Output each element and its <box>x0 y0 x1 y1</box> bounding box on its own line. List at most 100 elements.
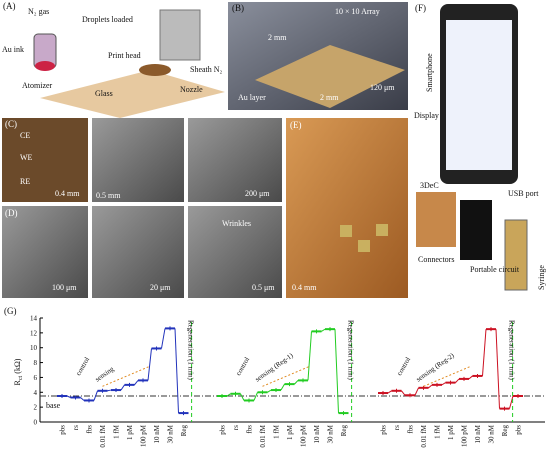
sensing-arrow <box>262 365 310 387</box>
scale-label: 100 μm <box>52 283 77 292</box>
scale-label: 200 μm <box>245 189 270 198</box>
label: Au layer <box>238 93 266 102</box>
x-tick-label: pbs <box>515 425 523 435</box>
label: USB port <box>508 189 539 198</box>
photo <box>2 206 88 298</box>
y-tick-label: 12 <box>30 329 38 337</box>
label: Nozzle <box>180 85 203 94</box>
panel-f: (F) Smartphone Display 3DeC USB port Con… <box>412 2 548 298</box>
y-tick-label: 2 <box>34 404 38 412</box>
step-riser <box>428 384 433 389</box>
scale-label: 20 μm <box>150 283 171 292</box>
step-riser <box>321 328 326 332</box>
step-riser <box>134 380 139 386</box>
panel-a: (A) N₂ gas Droplets loaded Au ink Atomiz… <box>2 1 225 118</box>
x-tick-label: 30 nM <box>488 424 496 443</box>
label: Glass <box>95 89 113 98</box>
label: Display <box>414 111 439 120</box>
label: Connectors <box>418 255 454 264</box>
y-tick-label: 10 <box>30 344 38 352</box>
panel-label: (E) <box>290 120 302 130</box>
au-ink <box>35 61 55 71</box>
x-tick-label: 1 pM <box>447 424 455 440</box>
label: 2 mm <box>268 33 287 42</box>
step-riser <box>455 378 460 383</box>
photo <box>2 118 88 202</box>
label: Smartphone <box>425 53 434 92</box>
y-tick-label: 6 <box>34 374 38 382</box>
x-tick-label: fbs <box>407 425 415 434</box>
x-tick-label: 0.01 fM <box>99 424 107 447</box>
step-riser <box>509 395 514 409</box>
step-riser <box>468 375 473 380</box>
x-tick-label: 1 pM <box>286 424 294 440</box>
x-tick-label: rs <box>72 425 80 430</box>
label: 120 μm <box>370 83 395 92</box>
scale-label: 0.5 mm <box>96 191 121 200</box>
label: Syringe <box>537 265 546 290</box>
step-riser <box>401 390 406 396</box>
x-tick-label: 100 pM <box>300 424 308 447</box>
panel-label: (B) <box>232 3 244 13</box>
x-tick-label: 1 fM <box>273 424 281 439</box>
y-tick-label: 4 <box>34 389 38 397</box>
x-tick-label: pbs <box>59 425 67 435</box>
x-tick-label: 10 nM <box>313 424 321 443</box>
panel-e: (E) 0.4 mm <box>286 118 408 298</box>
step-riser <box>120 384 125 391</box>
sensing-label: sensing <box>94 365 116 384</box>
x-tick-label: 10 nM <box>474 424 482 443</box>
pad <box>358 240 370 252</box>
x-tick-label: 100 pM <box>461 424 469 447</box>
panel-b: (B) 10 × 10 Array 2 mm 2 mm Au layer 120… <box>228 2 408 110</box>
step-riser <box>495 329 500 409</box>
x-tick-label: 10 nM <box>153 424 161 443</box>
regeneration-label: Regeneration (1 min) <box>187 320 195 381</box>
step-riser <box>414 387 419 396</box>
step-riser <box>280 383 285 391</box>
label: N₂ gas <box>28 7 49 16</box>
x-tick-label: 0.01 fM <box>420 424 428 447</box>
label: Atomizer <box>22 81 53 90</box>
x-tick-label: Reg <box>180 425 188 437</box>
portable-circuit <box>460 200 492 260</box>
x-tick-label: Reg <box>501 425 509 437</box>
photo <box>188 206 282 298</box>
step-riser <box>226 393 231 397</box>
scale-label: 0.5 μm <box>252 283 275 292</box>
scale-label: 0.4 mm <box>292 283 317 292</box>
au-layer <box>255 45 405 108</box>
label: Sheath N₂ <box>190 65 223 74</box>
x-tick-label: 0.01 fM <box>259 424 267 447</box>
step-riser <box>147 348 152 381</box>
step-riser <box>441 382 446 386</box>
step-riser <box>107 389 112 392</box>
step-riser <box>240 393 245 401</box>
scale-label: 0.4 mm <box>55 189 80 198</box>
y-label-main: R <box>13 379 22 385</box>
label: Portable circuit <box>470 265 520 274</box>
glass-slab <box>40 70 225 118</box>
step-riser <box>334 329 339 414</box>
photo <box>286 118 408 298</box>
base-label: base <box>46 401 61 410</box>
sensing-arrow <box>102 365 150 387</box>
step-riser <box>387 390 392 394</box>
x-tick-label: fbs <box>246 425 254 434</box>
sensing-arrow <box>423 365 471 387</box>
x-tick-label: 30 nM <box>167 424 175 443</box>
step-riser <box>80 397 85 401</box>
display <box>446 20 512 170</box>
syringe <box>504 219 528 291</box>
x-tick-label: rs <box>393 425 401 430</box>
y-axis-label: Rct(kΩ) <box>13 358 24 385</box>
sensing-label: sensing (Reg-1) <box>254 351 296 383</box>
label: 2 mm <box>320 93 339 102</box>
device <box>416 192 456 247</box>
step-riser <box>267 389 272 393</box>
y-label-unit: (kΩ) <box>13 358 22 374</box>
x-tick-label: 1 fM <box>113 424 121 439</box>
label: 10 × 10 Array <box>335 7 380 16</box>
